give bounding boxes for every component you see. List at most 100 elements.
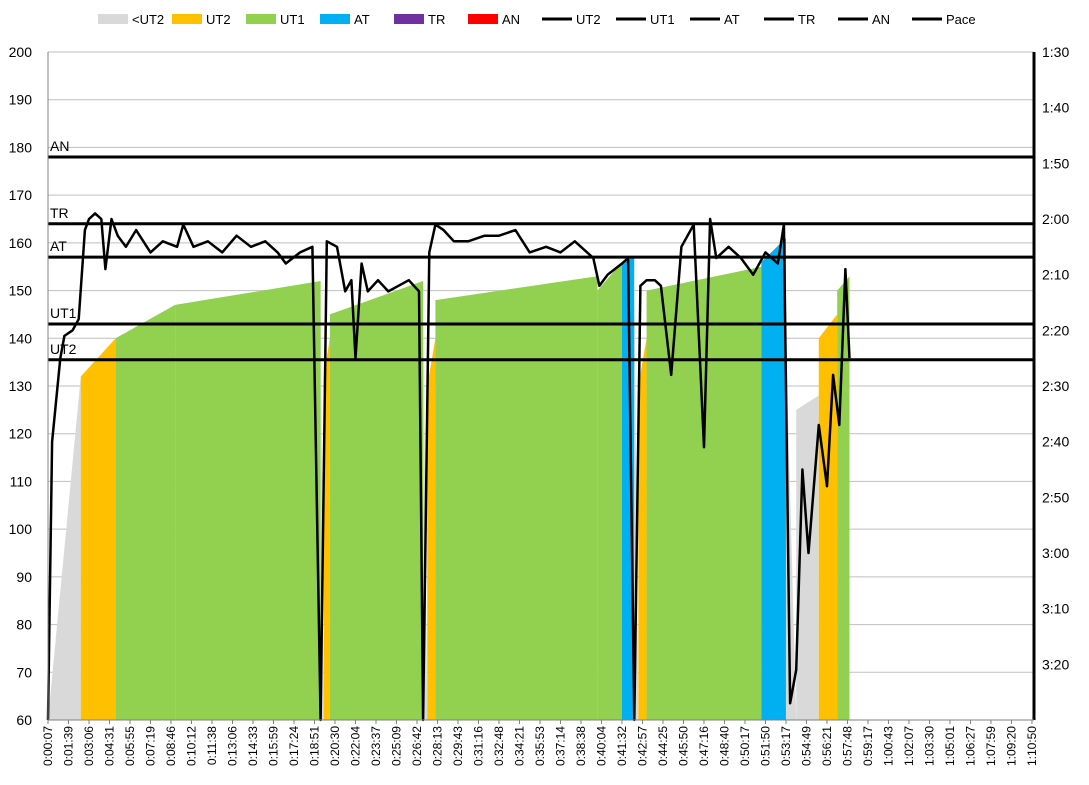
x-tick-label: 0:41:32 [615, 726, 629, 766]
x-tick-label: 0:20:30 [328, 726, 342, 766]
x-tick-label: 0:59:17 [861, 726, 875, 766]
y-right-tick-label: 2:40 [1042, 434, 1069, 450]
legend-entry: AN [838, 12, 890, 27]
x-tick-label: 0:42:57 [635, 726, 649, 766]
legend-swatch [98, 14, 128, 24]
x-axis-ticks: 0:00:07 0:01:39 0:03:06 0:04:31 0:05:55 0:07:… [41, 720, 1039, 766]
y-tick-label: 100 [9, 521, 33, 537]
x-tick-label: 0:47:16 [697, 726, 711, 766]
legend-entry: AN [468, 12, 520, 27]
x-tick-label: 1:00:43 [881, 726, 895, 766]
x-tick-label: 0:54:49 [799, 726, 813, 766]
x-tick-label: 0:38:38 [574, 726, 588, 766]
threshold-label-tr: TR [50, 205, 69, 221]
legend: <UT2 UT2 UT1 AT TR AN UT2 UT1 AT TR AN Pace [98, 12, 976, 27]
y-tick-label: 70 [16, 664, 32, 680]
x-tick-label: 1:03:30 [922, 726, 936, 766]
legend-entry: AT [690, 12, 740, 27]
legend-entry: Pace [912, 12, 976, 27]
x-tick-label: 0:01:39 [61, 726, 75, 766]
legend-label: AT [724, 12, 740, 27]
x-tick-label: 0:23:37 [369, 726, 383, 766]
x-tick-label: 0:56:21 [820, 726, 834, 766]
legend-label: UT2 [576, 12, 601, 27]
zone-bar-ut2 [638, 338, 647, 720]
y-tick-label: 190 [9, 92, 33, 108]
y-right-tick-label: 1:50 [1042, 155, 1069, 171]
y-right-tick-label: 3:10 [1042, 601, 1069, 617]
zone-bar-ut1 [175, 281, 321, 720]
y-right-tick-label: 1:40 [1042, 100, 1069, 116]
x-tick-label: 0:45:50 [676, 726, 690, 766]
legend-swatch [468, 14, 498, 24]
zone-bar-ut1 [646, 266, 762, 720]
x-tick-label: 0:34:21 [512, 726, 526, 766]
threshold-label-at: AT [50, 238, 67, 254]
x-tick-label: 0:00:07 [41, 726, 55, 766]
threshold-label-an: AN [50, 138, 69, 154]
y-tick-label: 60 [16, 712, 32, 728]
x-tick-label: 1:07:59 [984, 726, 998, 766]
legend-entry: UT1 [246, 12, 305, 27]
legend-entry: UT2 [172, 12, 231, 27]
threshold-label-ut2: UT2 [50, 341, 77, 357]
x-tick-label: 0:44:25 [656, 726, 670, 766]
y-right-tick-label: 2:50 [1042, 489, 1069, 505]
legend-label: AN [502, 12, 520, 27]
zone-bar-at [761, 238, 786, 721]
legend-label: TR [798, 12, 815, 27]
x-tick-label: 0:37:14 [553, 726, 567, 766]
y-axis-left-ticks: 60 70 80 90 100 110 120 130 140 150 160 170 180 190 20… [9, 44, 33, 728]
x-tick-label: 1:09:20 [1004, 726, 1018, 766]
x-tick-label: 0:29:43 [451, 726, 465, 766]
y-right-tick-label: 2:00 [1042, 211, 1069, 227]
x-tick-label: 0:48:40 [717, 726, 731, 766]
x-tick-label: 0:25:09 [389, 726, 403, 766]
y-tick-label: 180 [9, 139, 33, 155]
x-tick-label: 0:57:48 [840, 726, 854, 766]
legend-label: TR [428, 12, 445, 27]
zone-bar-ut2 [427, 338, 436, 720]
legend-entry: TR [764, 12, 815, 27]
zone-bar-ut2 [80, 338, 116, 720]
x-tick-label: 0:26:42 [410, 726, 424, 766]
legend-label: UT1 [650, 12, 675, 27]
x-tick-label: 0:04:31 [102, 726, 116, 766]
threshold-label-ut1: UT1 [50, 305, 77, 321]
zone-bar-at [621, 257, 635, 720]
x-tick-label: 0:53:17 [779, 726, 793, 766]
x-tick-label: 0:18:51 [307, 726, 321, 766]
zone-bar-below-ut2 [48, 376, 81, 720]
y-tick-label: 150 [9, 283, 33, 299]
x-tick-label: 1:10:50 [1025, 726, 1039, 766]
x-tick-label: 0:11:38 [205, 726, 219, 765]
y-tick-label: 200 [9, 44, 33, 60]
legend-label: UT2 [206, 12, 231, 27]
x-tick-label: 1:06:27 [963, 726, 977, 766]
legend-entry: TR [394, 12, 445, 27]
x-tick-label: 0:13:06 [225, 726, 239, 766]
legend-label: Pace [946, 12, 976, 27]
pace-line [46, 212, 851, 722]
legend-swatch [246, 14, 276, 24]
x-tick-label: 0:08:46 [164, 726, 178, 766]
x-tick-label: 0:32:48 [492, 726, 506, 766]
legend-entry: UT1 [616, 12, 675, 27]
x-tick-label: 0:03:06 [82, 726, 96, 766]
legend-swatch [394, 14, 424, 24]
x-tick-label: 0:35:53 [533, 726, 547, 766]
y-right-tick-label: 2:10 [1042, 267, 1069, 283]
y-tick-label: 90 [16, 569, 32, 585]
x-tick-label: 0:51:50 [758, 726, 772, 766]
threshold-lines: UT2 UT1 AT TR AN [48, 138, 1034, 362]
legend-swatch [172, 14, 202, 24]
y-right-tick-label: 2:20 [1042, 322, 1069, 338]
y-right-tick-label: 2:30 [1042, 378, 1069, 394]
legend-label: UT1 [280, 12, 305, 27]
x-tick-label: 0:14:33 [246, 726, 260, 766]
zone-bar-ut1 [329, 281, 424, 720]
x-tick-label: 1:02:07 [902, 726, 916, 766]
x-tick-label: 0:15:59 [266, 726, 280, 766]
x-tick-label: 0:07:19 [143, 726, 157, 766]
